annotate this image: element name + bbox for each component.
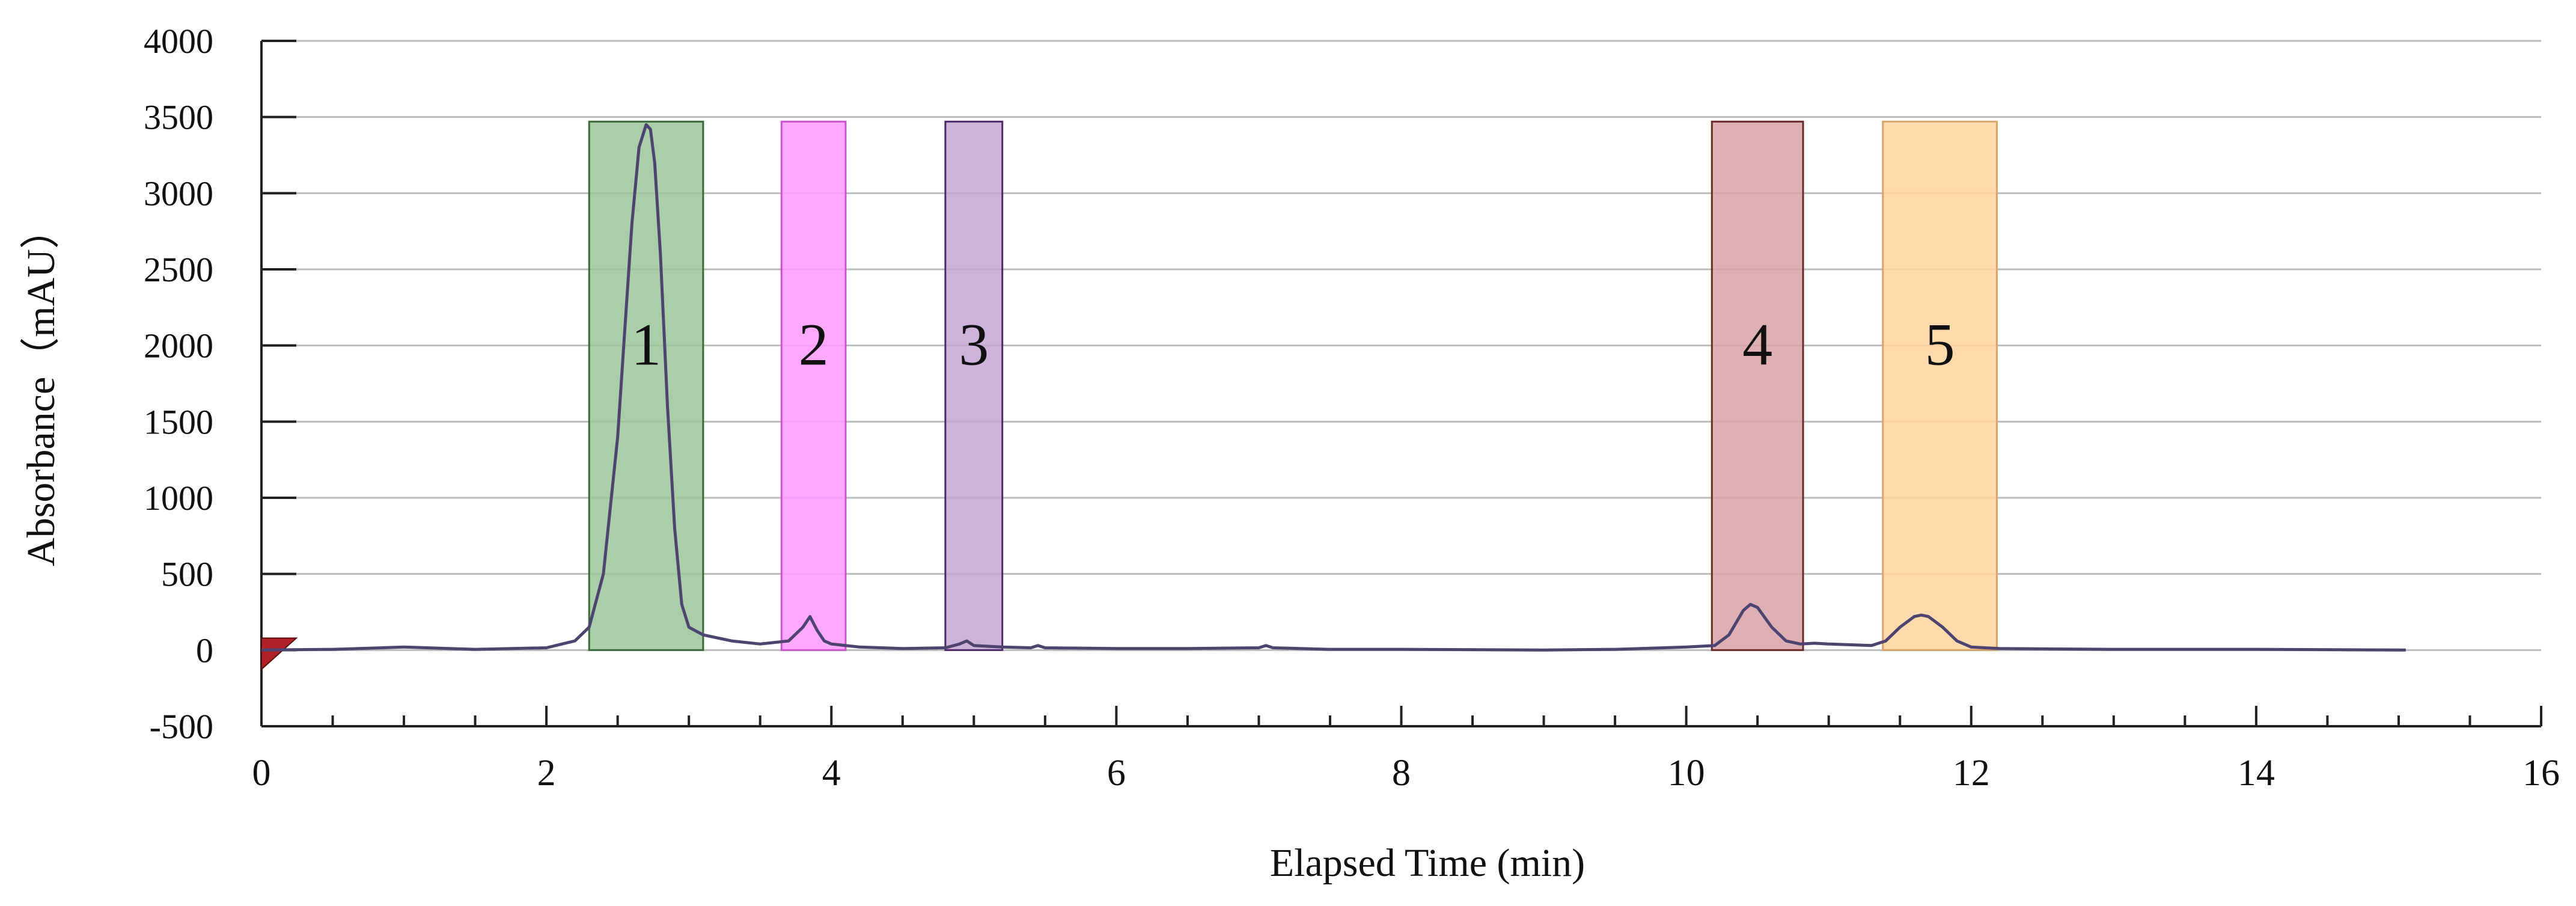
x-tick-label: 12 xyxy=(1953,753,1990,794)
fraction-box-2 xyxy=(780,120,847,651)
fraction-label-5: 5 xyxy=(1925,311,1955,378)
series-layer xyxy=(261,123,2406,652)
y-tick-label: 1500 xyxy=(144,402,213,441)
fraction-label-4: 4 xyxy=(1742,311,1772,378)
series-line-0 xyxy=(261,123,2406,652)
y-tick-label: -500 xyxy=(150,707,213,746)
y-tick-label: 0 xyxy=(196,631,213,670)
x-tick-label: 16 xyxy=(2523,753,2560,794)
y-axis-title: Absorbance（mAU） xyxy=(19,209,63,566)
y-tick-label: 4000 xyxy=(144,22,213,61)
injection-marker-icon xyxy=(261,637,298,671)
x-tick-label: 14 xyxy=(2238,753,2275,794)
x-tick-label: 2 xyxy=(537,753,556,794)
fraction-label-3: 3 xyxy=(959,311,989,378)
fraction-label-1: 1 xyxy=(631,311,661,378)
y-tick-label: 3000 xyxy=(144,174,213,213)
fraction-labels: 1 2 3 4 5 xyxy=(631,311,1955,378)
fraction-boxes xyxy=(588,120,1998,651)
fraction-box-4 xyxy=(1711,120,1804,651)
x-tick-label: 0 xyxy=(252,753,271,794)
fraction-label-2: 2 xyxy=(799,311,829,378)
fraction-box-5 xyxy=(1882,120,1998,651)
x-tick-label: 8 xyxy=(1392,753,1411,794)
fraction-box-1 xyxy=(588,120,704,651)
fraction-box-3 xyxy=(944,120,1004,651)
x-tick-label: 10 xyxy=(1668,753,1705,794)
y-tick-label: 2000 xyxy=(144,326,213,366)
y-tick-label: 3500 xyxy=(144,98,213,137)
y-tick-label: 2500 xyxy=(144,250,213,289)
y-tick-label: 500 xyxy=(161,555,213,594)
y-tick-label: 1000 xyxy=(144,479,213,518)
axes: -500 0 500 1000 1500 2000 2500 3000 3500 4000 0 2 4 6… xyxy=(144,22,2560,794)
x-tick-label: 4 xyxy=(822,753,841,794)
x-tick-label: 6 xyxy=(1107,753,1126,794)
x-axis-title: Elapsed Time (min) xyxy=(1270,841,1585,885)
